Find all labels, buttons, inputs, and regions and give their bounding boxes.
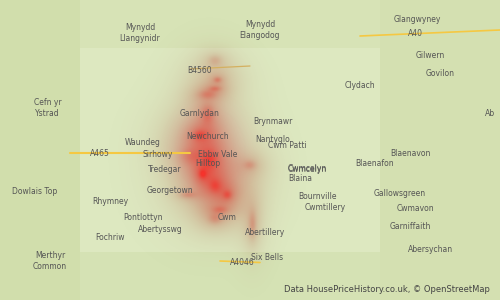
Text: Bournville: Bournville [298, 192, 337, 201]
Text: Blaenavon: Blaenavon [390, 148, 430, 158]
Text: Cwm: Cwm [218, 213, 237, 222]
Text: Nantyglo: Nantyglo [255, 135, 290, 144]
Text: Gallowsgreen: Gallowsgreen [374, 189, 426, 198]
Text: Cwmcelyn: Cwmcelyn [288, 165, 327, 174]
Text: Tredegar: Tredegar [148, 165, 182, 174]
Text: Cefn yr
Ystrad: Cefn yr Ystrad [34, 98, 62, 118]
Text: Blaina: Blaina [288, 174, 312, 183]
Text: Brynmawr: Brynmawr [253, 117, 292, 126]
Text: Pontlottyn: Pontlottyn [123, 213, 162, 222]
Text: Abertysswg: Abertysswg [138, 225, 182, 234]
Text: Data HousePriceHistory.co.uk, © OpenStreetMap: Data HousePriceHistory.co.uk, © OpenStre… [284, 285, 490, 294]
Text: Hilltop: Hilltop [195, 159, 220, 168]
Text: Rhymney: Rhymney [92, 196, 128, 206]
Text: Abertillery: Abertillery [245, 228, 285, 237]
Text: Abersychan: Abersychan [408, 244, 453, 253]
Text: A4046: A4046 [230, 258, 255, 267]
Text: Mynydd
Llangynidr: Mynydd Llangynidr [120, 23, 160, 43]
Text: Sirhowy: Sirhowy [142, 150, 172, 159]
Text: Govilon: Govilon [426, 69, 454, 78]
Text: Cwmtillery: Cwmtillery [304, 202, 346, 211]
Text: A465: A465 [90, 148, 110, 158]
Text: Fochriw: Fochriw [95, 232, 125, 242]
Text: Georgetown: Georgetown [146, 186, 194, 195]
Text: Cwmcelyn: Cwmcelyn [288, 164, 327, 173]
Text: Mynydd
Elangodog: Mynydd Elangodog [240, 20, 280, 40]
Text: B4560: B4560 [188, 66, 212, 75]
Text: Clydach: Clydach [344, 81, 376, 90]
Text: Ebbw Vale: Ebbw Vale [198, 150, 237, 159]
Text: Newchurch: Newchurch [186, 132, 229, 141]
Text: Cwm Patti: Cwm Patti [268, 141, 307, 150]
Text: A40: A40 [408, 28, 422, 38]
Text: Gilwern: Gilwern [416, 51, 444, 60]
Text: Garniffaith: Garniffaith [390, 222, 430, 231]
Text: Blaenafon: Blaenafon [356, 159, 395, 168]
Text: Ab: Ab [485, 110, 495, 118]
Text: Merthyr
Common: Merthyr Common [33, 251, 67, 271]
Text: Dowlais Top: Dowlais Top [12, 188, 58, 196]
Text: Garnlydan: Garnlydan [180, 110, 220, 118]
Text: Glangwyney: Glangwyney [394, 15, 441, 24]
Text: Cwmavon: Cwmavon [396, 204, 434, 213]
Text: Waundeg: Waundeg [124, 138, 160, 147]
Text: Six Bells: Six Bells [252, 253, 284, 262]
